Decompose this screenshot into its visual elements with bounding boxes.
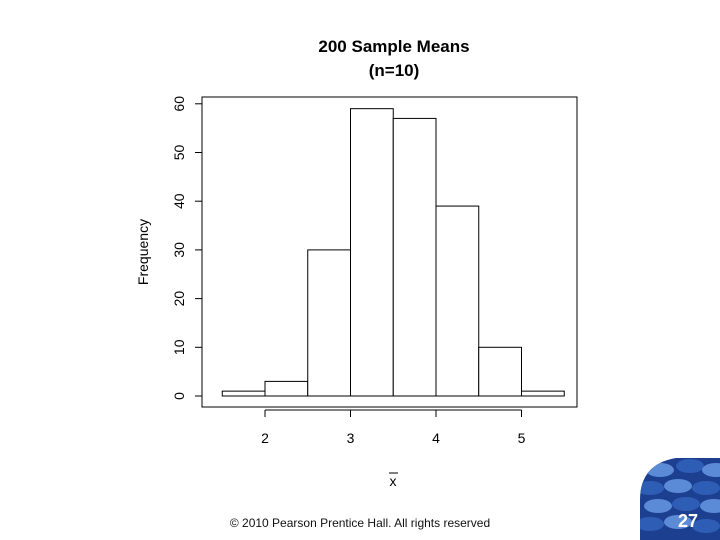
x-tick-label: 4 (432, 430, 440, 446)
y-tick-label: 60 (171, 96, 187, 112)
x-tick-label: 2 (261, 430, 269, 446)
x-tick-label: 5 (518, 430, 526, 446)
histogram-bar (350, 108, 394, 397)
chart-subtitle: (n=10) (369, 61, 420, 80)
x-axis-label: x (390, 473, 397, 489)
histogram-bar (478, 346, 522, 397)
x-tick-label: 3 (347, 430, 355, 446)
y-tick-label: 30 (171, 242, 187, 258)
x-axis-label-group: x (389, 472, 398, 489)
chart-title: 200 Sample Means (318, 37, 469, 56)
y-axis-label: Frequency (135, 219, 151, 285)
y-tick-label: 50 (171, 145, 187, 161)
y-tick-label: 10 (171, 339, 187, 355)
histogram-bar (264, 380, 309, 397)
histogram-bar (221, 390, 266, 397)
histogram-bar (392, 117, 437, 397)
copyright-footer: © 2010 Pearson Prentice Hall. All rights… (229, 516, 491, 530)
histogram-bar (307, 249, 351, 397)
y-tick-label: 40 (171, 193, 187, 209)
histogram-bar (521, 390, 565, 397)
y-tick-label: 20 (171, 291, 187, 307)
histogram-bar (435, 205, 480, 397)
y-tick-label: 0 (171, 392, 187, 400)
